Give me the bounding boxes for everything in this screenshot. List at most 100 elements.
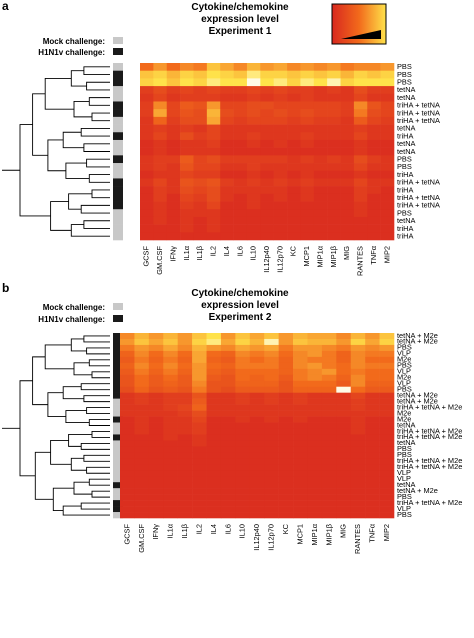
heatmap-cell: [166, 132, 181, 141]
heatmap-cell: [163, 338, 178, 346]
challenge-cell: [113, 410, 123, 417]
heatmap-cell: [163, 422, 178, 429]
heatmap-cell: [367, 101, 381, 110]
heatmap-cell: [365, 506, 380, 513]
heatmap-cell: [278, 482, 294, 489]
challenge-cell: [113, 386, 123, 393]
heatmap-cell: [120, 356, 135, 364]
heatmap-cell: [206, 78, 221, 87]
heatmap-cell: [140, 70, 154, 79]
heatmap-cell: [327, 201, 341, 210]
challenge-cell: [113, 482, 123, 489]
heatmap-cell: [340, 109, 355, 118]
dendrogram-branch: [91, 431, 110, 438]
heatmap-cell: [235, 488, 251, 495]
row-label: triHA: [397, 231, 413, 240]
heatmap-cell: [206, 512, 222, 519]
heatmap-cell: [134, 404, 150, 411]
heatmap-cell: [273, 86, 288, 95]
heatmap-cell: [307, 333, 323, 340]
heatmap-cell: [307, 416, 323, 423]
heatmap-cell: [193, 155, 208, 164]
heatmap-cell: [353, 209, 368, 218]
legend-mock-label: Mock challenge:: [43, 303, 105, 312]
column-label: RANTES: [356, 246, 365, 276]
heatmap-cell: [321, 374, 337, 382]
heatmap-cell: [278, 512, 294, 519]
challenge-cell: [113, 155, 123, 164]
heatmap-cell: [148, 488, 164, 495]
heatmap-cell: [293, 512, 308, 519]
heatmap-cell: [350, 374, 366, 382]
heatmap-cell: [206, 101, 221, 110]
heatmap-cell: [134, 452, 150, 459]
heatmap-cell: [192, 434, 207, 441]
heatmap-cell: [293, 404, 308, 411]
heatmap-cell: [260, 163, 274, 172]
heatmap-cell: [353, 116, 368, 125]
heatmap-cell: [134, 350, 150, 358]
row-label: VLP: [397, 367, 411, 376]
column-label: MIP1β: [324, 524, 333, 546]
dendrogram-branch: [86, 158, 110, 168]
heatmap-cell: [220, 494, 236, 501]
dendrogram-branch: [86, 347, 110, 355]
heatmap-cell: [180, 124, 194, 133]
heatmap-cell: [367, 170, 381, 179]
heatmap-cell: [220, 356, 236, 364]
heatmap-cell: [336, 506, 352, 513]
heatmap-cell: [380, 101, 395, 110]
heatmap-cell: [180, 209, 194, 218]
dendrogram-branch: [80, 127, 110, 137]
heatmap-cell: [246, 93, 261, 102]
challenge-cell: [113, 344, 123, 352]
heatmap-cell: [380, 124, 395, 133]
heatmap-cell: [273, 193, 288, 202]
heatmap-cell: [177, 428, 193, 435]
heatmap-cell: [206, 86, 221, 95]
heatmap-cell: [278, 386, 294, 393]
heatmap-cell: [140, 116, 154, 125]
heatmap-cell: [300, 224, 315, 233]
dendrogram-branch: [88, 97, 110, 106]
row-label: tetNA: [397, 147, 416, 156]
heatmap-cell: [192, 333, 207, 340]
row-label: VLP: [397, 468, 411, 477]
heatmap-cell: [307, 446, 323, 453]
heatmap-cell: [260, 209, 274, 218]
row-label: triHA + tetNA + M2e: [397, 462, 462, 471]
heatmap-cell: [313, 209, 328, 218]
heatmap-cell: [379, 446, 395, 453]
heatmap-cell: [353, 124, 368, 133]
heatmap-cell: [353, 178, 368, 187]
challenge-cell: [113, 63, 123, 71]
heatmap-cell: [235, 476, 251, 483]
heatmap-cell: [365, 470, 380, 477]
heatmap-cell: [379, 440, 395, 447]
heatmap-cell: [120, 404, 135, 411]
heatmap-cell: [336, 488, 352, 495]
heatmap-cell: [313, 186, 328, 195]
heatmap-cell: [192, 422, 207, 429]
heatmap-cell: [287, 224, 301, 233]
heatmap-cell: [340, 147, 355, 156]
heatmap-cell: [246, 193, 261, 202]
heatmap-cell: [206, 186, 221, 195]
dendrogram-branch: [80, 204, 110, 214]
heatmap-cell: [336, 362, 352, 370]
heatmap-cell: [249, 506, 265, 513]
heatmap-cell: [365, 428, 380, 435]
row-label: M2e: [397, 373, 411, 382]
column-label: GCSF: [122, 524, 131, 545]
heatmap-cell: [353, 224, 368, 233]
heatmap-cell: [353, 101, 368, 110]
heatmap-cell: [120, 350, 135, 358]
heatmap-cell: [336, 356, 352, 364]
heatmap-cell: [206, 338, 222, 346]
heatmap-cell: [327, 109, 341, 118]
challenge-cell: [113, 476, 123, 483]
heatmap-cell: [293, 482, 308, 489]
heatmap-cell: [148, 344, 164, 352]
challenge-cell: [113, 193, 123, 202]
heatmap-cell: [249, 404, 265, 411]
